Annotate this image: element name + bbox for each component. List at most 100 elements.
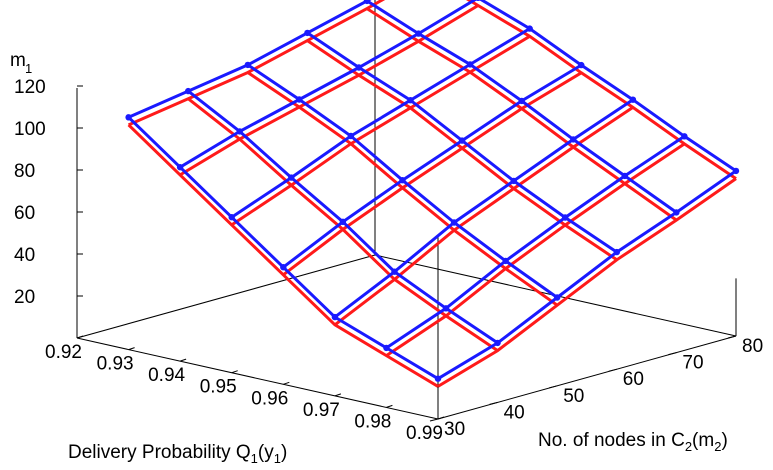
data-point [732,167,740,175]
data-point [518,97,525,105]
back-y-line [76,254,376,339]
blue-series-y-line [127,0,372,119]
blue-series-y-line [179,0,478,169]
red-series-y-line [385,142,686,357]
y-axis-title: No. of nodes in C2(m2) [538,430,728,454]
data-point [613,248,620,256]
data-point [415,30,422,37]
data-point [458,137,466,144]
data-point [621,172,628,180]
data-point [442,305,450,312]
x-tick-mark [386,404,393,408]
data-point [466,61,474,68]
x-tick-mark [76,335,84,339]
y-tick-mark [608,368,617,372]
red-series-y-line [230,35,531,227]
data-point [475,0,481,1]
x-tick-mark [437,416,445,420]
data-point [526,25,533,32]
blue-series-y-line [333,98,634,319]
axes-box [76,0,737,422]
y-tick-mark [549,385,558,389]
data-point [554,294,561,301]
y-tick-mark [429,418,439,422]
y-tick-label: 50 [563,386,584,407]
data-point [176,164,184,171]
data-point [331,313,339,321]
red-series-y-line [333,106,634,326]
data-point [562,214,569,221]
data-point [673,209,680,216]
y-tick-mark [668,352,677,356]
data-point [296,96,303,103]
y-tick-label: 80 [742,336,763,357]
z-axis-title: m 1 [10,50,32,76]
data-point [399,177,406,184]
z-tick-label: 80 [14,161,35,182]
x-tick-mark [128,347,135,351]
tick-labels: 0.92 0.93 0.94 0.95 0.96 0.97 0.98 0.99 30 40 50 60… [14,77,763,444]
surface-mesh [125,0,740,388]
data-point [347,132,355,140]
x-tick-label: 0.97 [303,400,340,421]
x-axis-line [76,337,439,420]
data-point [244,61,251,69]
red-series-y-line [127,0,386,127]
data-point [355,64,363,71]
y-tick-mark [489,401,498,405]
data-point [383,344,390,352]
blue-series-y-line [282,63,583,269]
data-point [185,87,192,95]
data-point [434,375,442,382]
x-tick-label: 0.93 [97,354,134,375]
x-tick-mark [283,381,290,385]
x-tick-label: 0.95 [200,377,237,398]
data-point [510,177,517,185]
y-tick-label: 70 [682,353,703,374]
data-point [236,128,243,135]
x-tick-label: 0.98 [354,411,391,432]
y-axis-line [437,335,737,420]
y-tick-label: 30 [444,419,465,440]
z-tick-label: 60 [14,203,35,224]
data-point [450,219,458,226]
red-series-y-line [179,4,479,177]
y-axis-label: No. of nodes in C2(m2) [538,430,728,454]
blue-series-y-line [230,27,531,219]
red-series-y-line [437,177,737,388]
data-point [407,97,414,104]
x-tick-label: 0.94 [148,365,185,386]
x-tick-label: 0.99 [406,423,443,444]
x-tick-mark [334,393,342,397]
data-point [391,268,398,275]
data-point [570,136,577,143]
x-axis-title: Delivery Probability Q1(y1) [68,442,287,466]
data-point [681,133,688,140]
z-tick-label: 120 [14,77,46,98]
data-point [280,264,287,271]
x-tick-mark [231,370,238,374]
data-point [629,96,637,103]
data-point [228,214,235,221]
blue-series-y-line [437,169,737,380]
data-point [339,218,347,225]
x-tick-label: 0.92 [45,342,82,363]
blue-series-x-line [127,116,439,380]
data-point [288,174,295,181]
data-point [578,61,585,69]
data-point [494,339,501,347]
z-axis-label: m [10,50,26,71]
data-point [363,0,371,5]
data-point [304,29,311,37]
z-tick-label: 100 [14,119,46,140]
z-tick-label: 40 [14,245,35,266]
y-tick-label: 40 [504,402,525,423]
blue-series-y-line [385,135,686,350]
y-tick-mark [727,335,737,339]
x-axis-label: Delivery Probability Q1(y1) [68,442,287,466]
data-point [125,114,132,121]
data-point [502,257,509,265]
x-tick-mark [179,358,187,362]
x-tick-label: 0.96 [251,388,288,409]
